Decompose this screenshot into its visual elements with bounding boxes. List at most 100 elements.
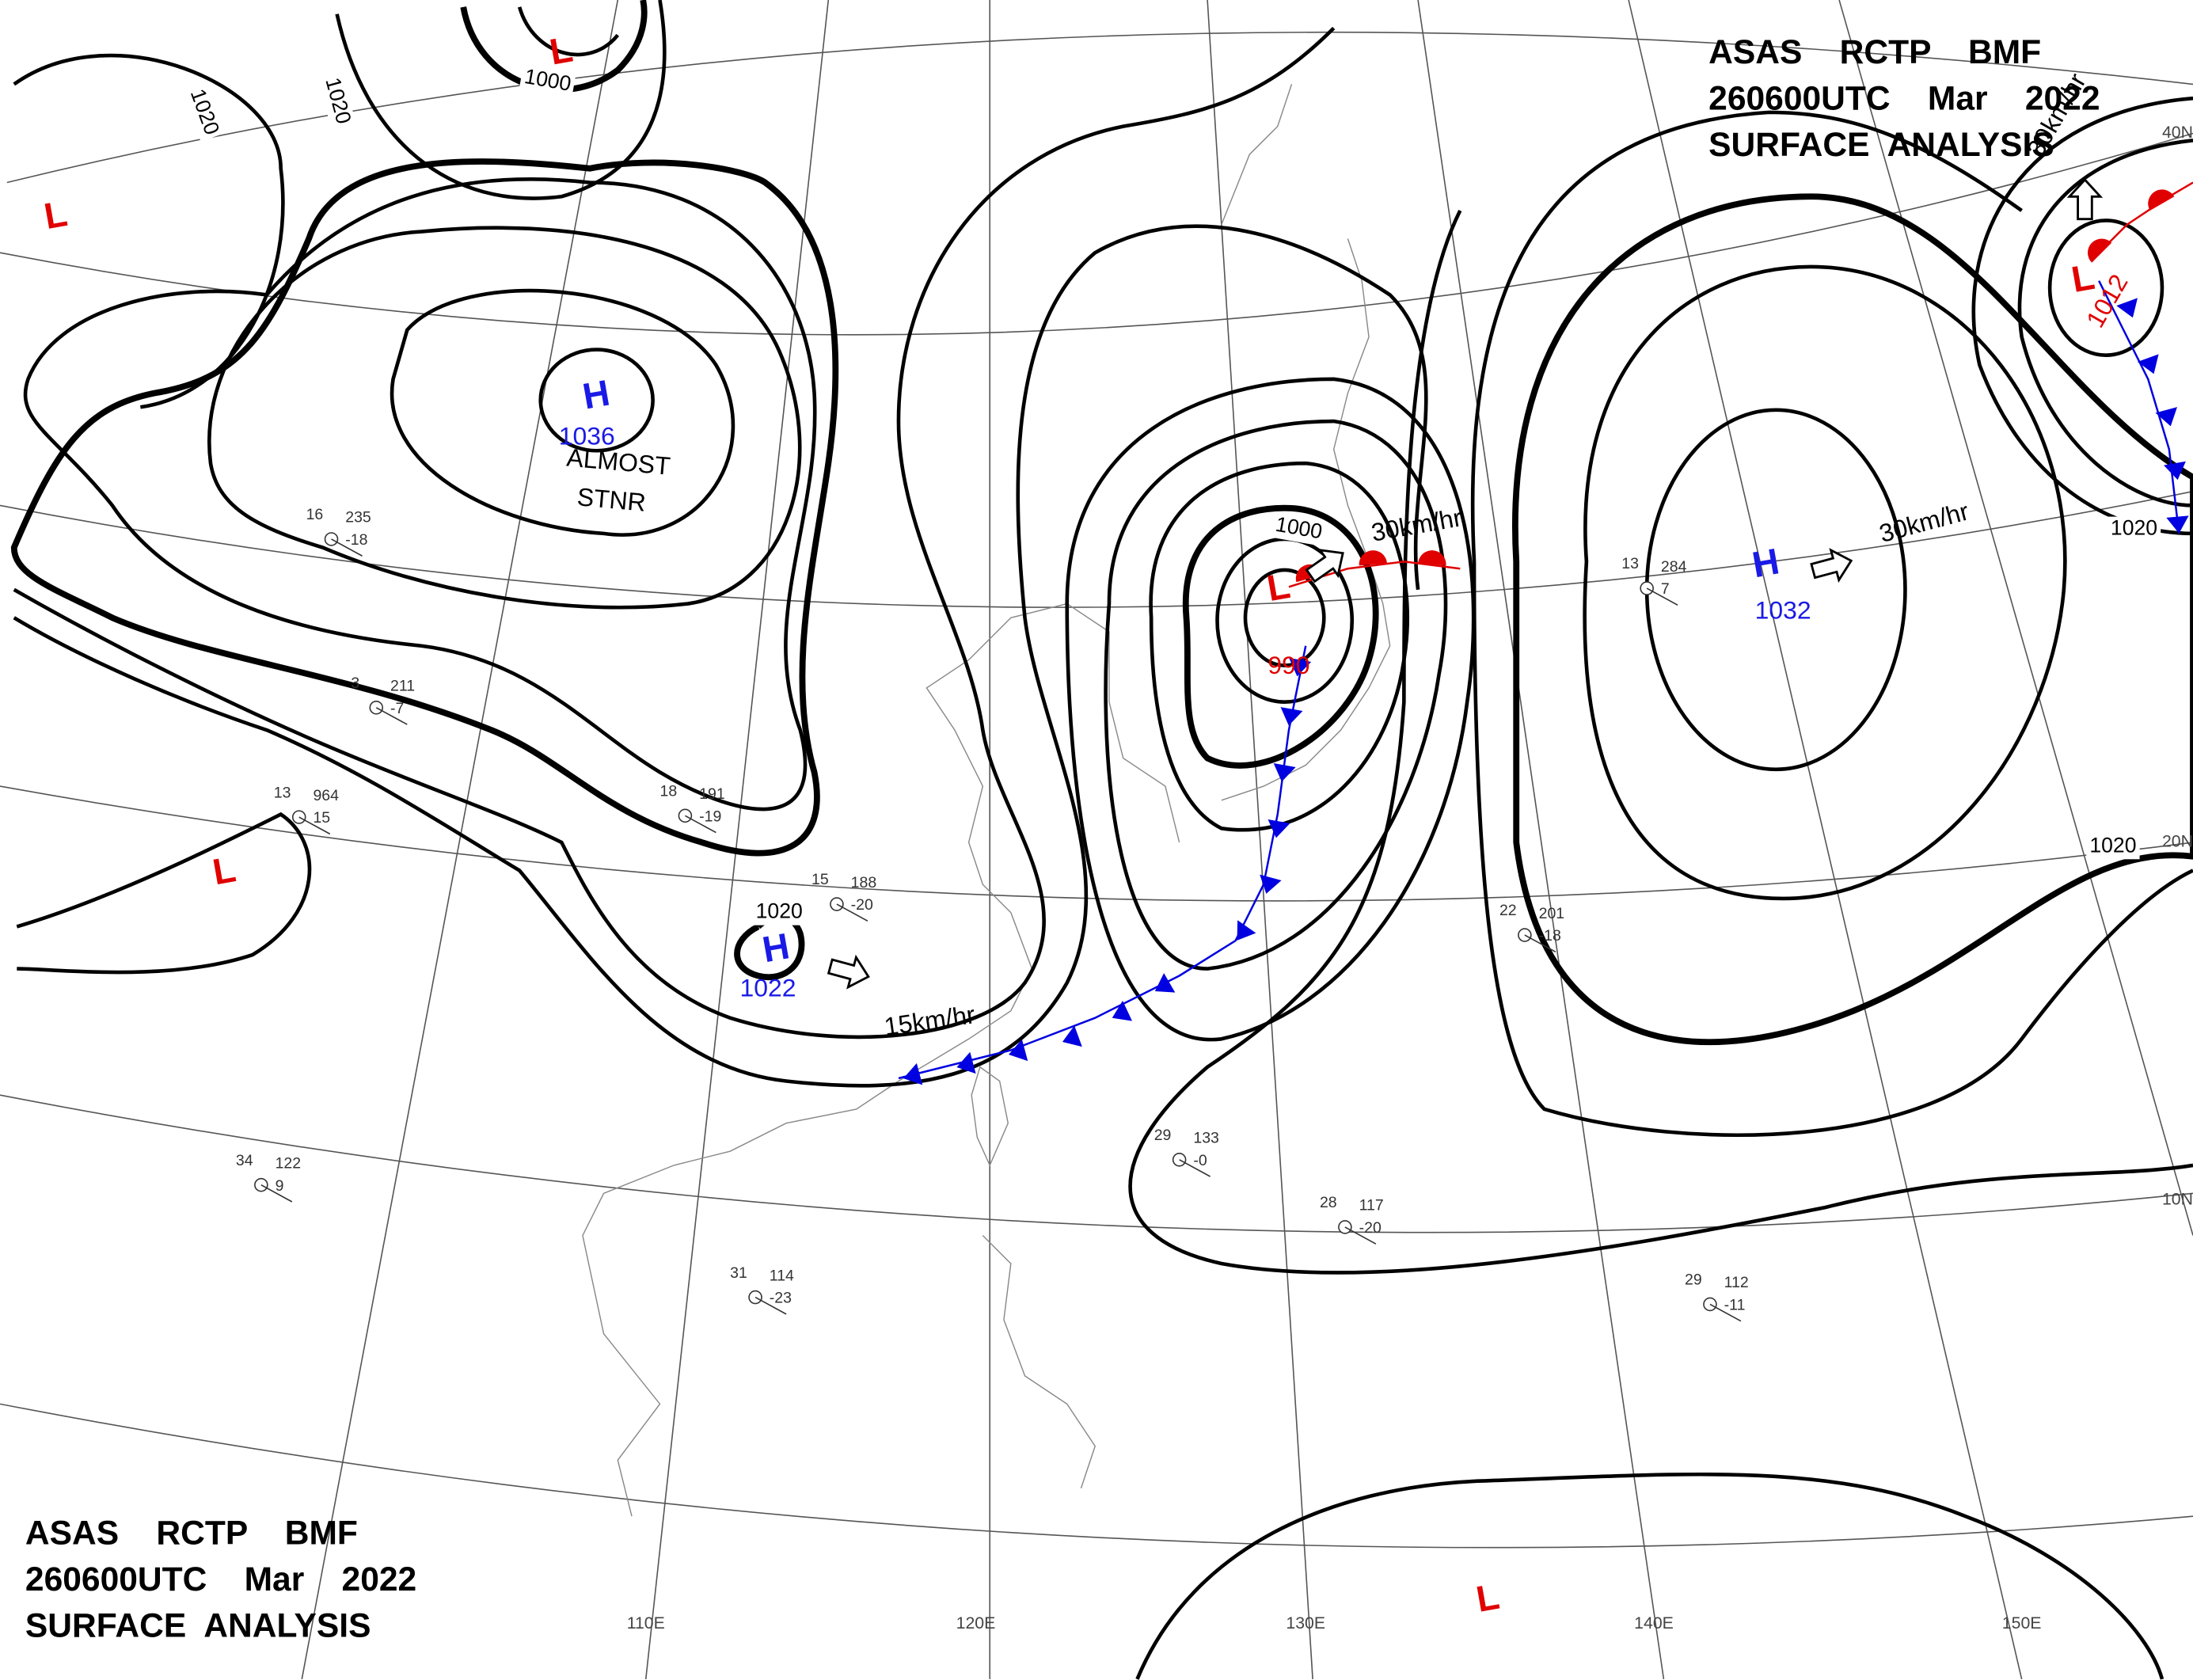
isobar	[335, 0, 667, 200]
station-dewpoint: 15	[313, 809, 330, 827]
longitude-label: 120E	[956, 1613, 996, 1632]
station-pressure: 284	[1661, 558, 1687, 576]
isobar-label-bg	[1270, 511, 1328, 547]
isobar	[538, 348, 655, 453]
longitude-line	[1838, 0, 2193, 1236]
warm-front-semicircle	[1359, 550, 1388, 566]
station-plot: 16 235 -18	[306, 506, 371, 557]
isobar	[1583, 264, 2067, 901]
cold-front-triangle	[1062, 1025, 1082, 1047]
isobar	[1512, 193, 2193, 1046]
longitude-label: 130E	[1286, 1613, 1325, 1632]
station-wind-barb	[331, 538, 363, 557]
isobar-label-bg	[752, 899, 806, 926]
station-wind-barb	[1179, 1159, 1211, 1177]
movement-arrow	[827, 954, 870, 990]
station-wind-barb	[1709, 1303, 1742, 1322]
pressure-center-value: 1032	[1755, 596, 1811, 625]
movement-arrow	[1305, 549, 1344, 583]
station-temperature: 13	[1621, 555, 1639, 572]
station-circle	[1703, 1297, 1717, 1312]
longitude-line	[301, 0, 619, 1680]
isobar	[207, 226, 802, 610]
latitude-label: 20N	[2162, 831, 2193, 850]
isobar-label-bg	[519, 64, 576, 99]
isobar-label: 1020	[2111, 516, 2157, 540]
station-plot: 13 964 15	[274, 784, 339, 835]
station-temperature: 22	[1499, 902, 1517, 919]
cold-front-triangle	[1289, 658, 1312, 677]
cold-front-triangle	[1273, 763, 1296, 782]
coastline	[1221, 84, 1293, 226]
cold-front-triangle	[1280, 707, 1303, 726]
station-pressure: 122	[276, 1154, 302, 1172]
isobar	[10, 158, 839, 857]
fronts	[898, 181, 2193, 1085]
station-pressure: 114	[770, 1267, 794, 1284]
station-dewpoint: -20	[851, 896, 873, 914]
longitude-line	[644, 0, 830, 1680]
cold-front	[898, 645, 1307, 1080]
title-line: ASAS RCTP BMF	[1708, 33, 2041, 71]
station-wind-barb	[836, 903, 868, 922]
island	[971, 1066, 1009, 1167]
isobar	[1470, 110, 2193, 1137]
station-pressure: 188	[851, 874, 877, 891]
station-temperature: 13	[274, 784, 291, 801]
latitude-label: 40N	[2162, 123, 2193, 142]
cold-front-triangle	[1237, 920, 1256, 941]
pressure-center-value: 990	[1268, 651, 1309, 679]
station-temperature: 29	[1685, 1271, 1702, 1289]
cold-front-triangle	[1154, 973, 1176, 993]
pressure-center-value: 1036	[559, 422, 615, 450]
station-pressure: 211	[390, 677, 415, 694]
station-plot: 15 188 -20	[811, 871, 877, 922]
isobar	[517, 6, 620, 57]
latitude-line	[0, 490, 2193, 608]
title-line: SURFACE ANALYSIS	[1708, 126, 2054, 164]
station-pressure: 235	[345, 509, 371, 526]
station-wind-barb	[298, 816, 331, 835]
cold-front-triangle	[2163, 461, 2186, 481]
isobar-label-bg	[2107, 516, 2161, 542]
longitude-label: 110E	[627, 1613, 665, 1632]
isobar	[1104, 419, 1448, 971]
longitude-label: 140E	[1634, 1613, 1674, 1632]
cold-front	[2098, 280, 2180, 534]
title-line: 260600UTC Mar 2022	[1708, 79, 2100, 117]
station-dewpoint: 9	[276, 1177, 284, 1195]
isobar	[23, 177, 817, 811]
station-plot: 13 284 7	[1621, 555, 1687, 606]
station-dewpoint: -11	[1724, 1297, 1746, 1314]
station-dewpoint: -23	[770, 1290, 792, 1307]
latitude-line	[0, 1094, 2193, 1233]
warm-front-semicircle	[2148, 189, 2175, 211]
station-pressure: 133	[1193, 1130, 1219, 1147]
isobar	[1243, 568, 1326, 667]
station-plot: 18 191 -19	[659, 782, 725, 834]
station-temperature: 34	[236, 1152, 253, 1169]
station-pressure: 964	[313, 787, 339, 804]
latitude-line	[0, 132, 2193, 336]
station-dewpoint: -18	[1539, 927, 1561, 945]
isobar	[2047, 219, 2164, 357]
cold-front-triangle	[903, 1062, 923, 1085]
isobar	[1971, 96, 2193, 536]
isobar	[2017, 139, 2193, 507]
latitude-label: 10N	[2162, 1190, 2193, 1209]
longitude-line	[1207, 0, 1313, 1679]
isobar-label-bg	[2086, 834, 2140, 860]
station-wind-barb	[685, 815, 716, 834]
station-plot: 34 122 9	[236, 1152, 302, 1203]
station-dewpoint: -20	[1359, 1219, 1382, 1237]
isobar	[390, 288, 735, 537]
isobar	[1135, 1472, 2164, 1680]
longitude-label: 150E	[2002, 1613, 2042, 1632]
station-pressure: 112	[1724, 1274, 1749, 1291]
coastline	[582, 1080, 899, 1517]
station-plot: 29 133 -0	[1154, 1127, 1219, 1177]
cold-front-triangle	[1260, 874, 1282, 894]
movement-arrow	[2066, 177, 2104, 221]
isobar	[13, 26, 1336, 1040]
isobar-label-bg	[317, 72, 356, 131]
